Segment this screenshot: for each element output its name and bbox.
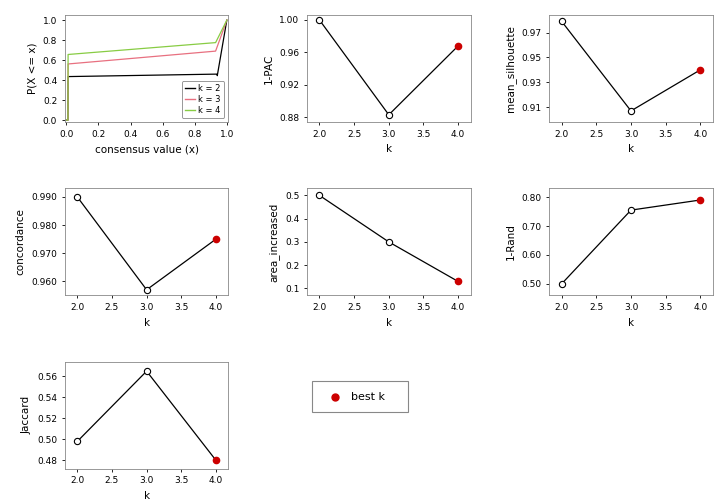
Legend: k = 2, k = 3, k = 4: k = 2, k = 3, k = 4 — [181, 81, 224, 118]
Y-axis label: 1-Rand: 1-Rand — [506, 223, 516, 261]
X-axis label: k: k — [628, 318, 634, 328]
X-axis label: k: k — [386, 144, 392, 154]
Y-axis label: area_increased: area_increased — [269, 202, 279, 282]
Y-axis label: concordance: concordance — [16, 209, 26, 275]
Y-axis label: Jaccard: Jaccard — [22, 396, 32, 434]
X-axis label: k: k — [628, 144, 634, 154]
X-axis label: consensus value (x): consensus value (x) — [94, 144, 199, 154]
X-axis label: k: k — [143, 491, 150, 501]
X-axis label: k: k — [386, 318, 392, 328]
X-axis label: k: k — [143, 318, 150, 328]
FancyBboxPatch shape — [312, 381, 408, 412]
Y-axis label: 1-PAC: 1-PAC — [264, 53, 274, 84]
Y-axis label: mean_silhouette: mean_silhouette — [505, 25, 516, 112]
Y-axis label: P(X <= x): P(X <= x) — [27, 43, 37, 94]
Text: best k: best k — [351, 392, 385, 402]
